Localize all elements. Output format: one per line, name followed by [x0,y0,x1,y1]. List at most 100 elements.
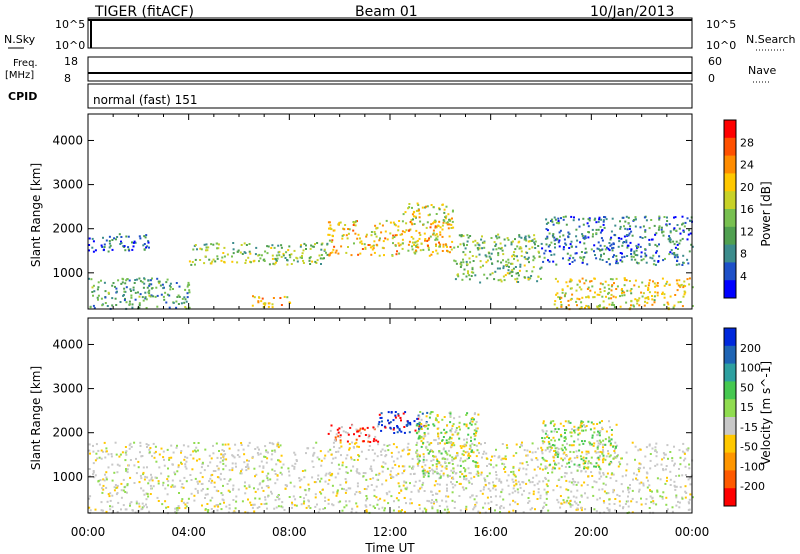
velocity-cell [256,446,259,449]
power-cell [557,217,560,220]
colorbar-tick-label: -200 [740,480,765,493]
velocity-cell [267,485,270,488]
velocity-cell [247,498,249,501]
velocity-cell [107,453,110,456]
power-cell [673,243,676,246]
velocity-cell [312,453,315,456]
power-cell [661,291,664,294]
velocity-cell [128,444,131,447]
velocity-cell [156,496,159,499]
velocity-cell [544,478,547,480]
power-cell [266,245,269,248]
velocity-cell [555,451,558,454]
velocity-cell [240,444,243,446]
power-cell [623,291,626,294]
power-cell [392,234,395,237]
colorbar-frame [723,327,737,507]
velocity-cell [308,488,311,490]
freq-tick-top: 18 [64,55,78,68]
velocity-cell [339,483,342,486]
velocity-cell [627,488,630,491]
power-cell [436,252,439,255]
velocity-cell [253,503,256,506]
velocity-cell [228,503,231,506]
power-cell [644,284,647,287]
velocity-cell [486,475,489,478]
velocity-cell [282,463,285,466]
power-cell [347,232,350,235]
velocity-cell [642,466,645,469]
power-cell [416,239,419,242]
velocity-cell [519,462,522,465]
power-cell [386,238,389,241]
power-cell [468,278,471,281]
velocity-cell [348,448,351,451]
power-cell [91,291,94,293]
velocity-cell [522,511,525,514]
velocity-cell [447,441,450,444]
power-cell [188,291,191,294]
velocity-cell [415,450,418,453]
velocity-cell [147,495,150,498]
power-cell [644,255,647,258]
power-cell [100,279,102,282]
velocity-cell [442,436,445,438]
power-cell [309,263,312,265]
velocity-cell [480,473,483,476]
velocity-cell [503,463,506,466]
velocity-cell [427,475,430,478]
power-cell [92,240,95,243]
power-cell [533,237,536,240]
velocity-cell [234,462,237,465]
power-cell [653,259,656,262]
velocity-cell [565,501,568,504]
power-cell [401,242,404,245]
power-cell [546,237,549,240]
power-cell [600,237,603,240]
velocity-cell [593,431,596,434]
power-cell [648,279,651,282]
power-cell [344,224,347,226]
power-cell [627,222,630,225]
velocity-cell [575,502,578,505]
power-cell [580,301,583,304]
velocity-cell [146,446,148,448]
velocity-cell [107,466,110,469]
velocity-cell [580,429,583,432]
velocity-cell [678,468,680,470]
velocity-cell [392,419,395,422]
power-cell [615,262,618,265]
velocity-cell [654,446,657,449]
velocity-cell [593,480,596,483]
power-cell [168,294,171,297]
velocity-cell [587,462,590,465]
velocity-cell [340,445,343,448]
power-cell [644,230,647,233]
power-cell [206,249,209,252]
velocity-cell [540,450,543,453]
power-cell [427,244,429,247]
velocity-cell [537,465,540,468]
velocity-cell [418,459,421,462]
velocity-cell [362,472,365,474]
power-cell [500,280,503,283]
velocity-cell [475,473,478,476]
velocity-cell [673,480,676,483]
power-cell [599,282,602,285]
velocity-cell [675,496,678,499]
velocity-cell [483,450,486,453]
velocity-cell [547,440,550,443]
velocity-cell [118,464,121,467]
power-cell [644,248,647,251]
velocity-cell [437,442,440,445]
power-cell [557,296,560,299]
power-cell [92,304,95,307]
velocity-cell [373,438,376,441]
power-cell [474,244,477,247]
power-cell [290,263,293,265]
power-cell [524,235,527,238]
power-cell [448,235,451,238]
velocity-cell [356,485,359,488]
power-cell [653,295,656,298]
